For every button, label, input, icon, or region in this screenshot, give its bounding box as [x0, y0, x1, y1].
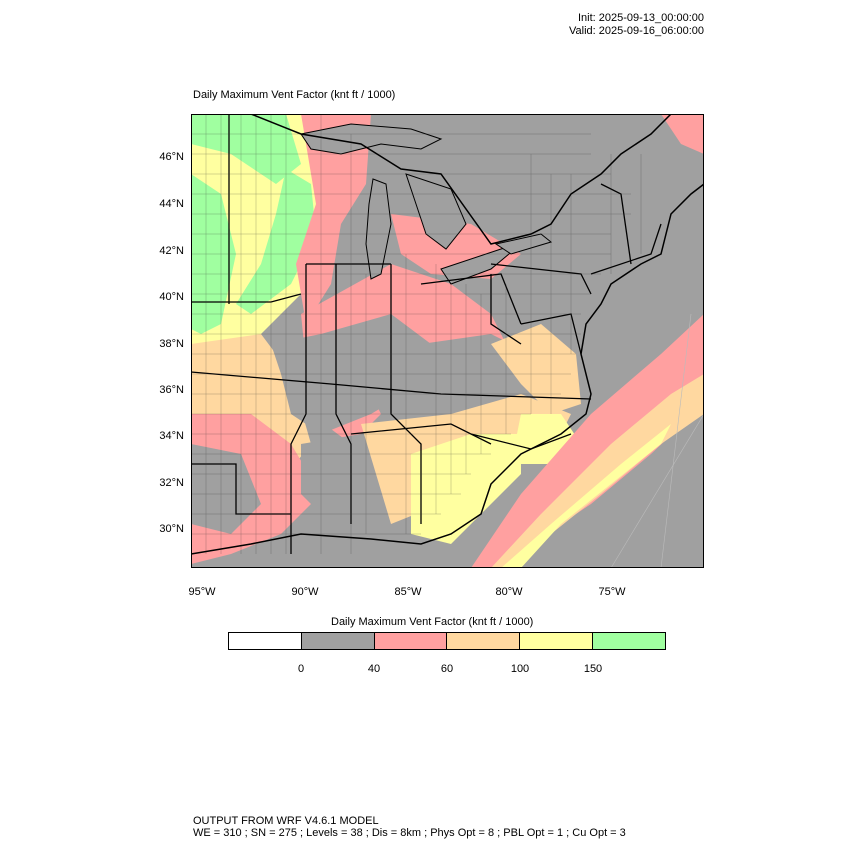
county-grid	[191, 114, 642, 554]
canada-border	[250, 114, 672, 245]
lat-label-30n: 30°N	[159, 523, 184, 535]
model-version: OUTPUT FROM WRF V4.6.1 MODEL	[193, 815, 379, 827]
lon-label-80w: 80°W	[495, 586, 523, 598]
lon-label-85w: 85°W	[394, 586, 422, 598]
coastline	[191, 183, 704, 555]
lat-label-42n: 42°N	[159, 245, 184, 257]
colorbar	[228, 632, 666, 650]
lon-label-90w: 90°W	[291, 586, 319, 598]
green-band-north	[191, 114, 301, 184]
ocean-red-east	[661, 114, 704, 154]
lat-label-32n: 32°N	[159, 477, 184, 489]
graticule	[610, 313, 704, 568]
run-info: Init: 2025-09-13_00:00:00 Valid: 2025-09…	[569, 12, 704, 38]
lat-label-40n: 40°N	[159, 291, 184, 303]
colorbar-box-orange	[447, 633, 521, 649]
colorbar-label-60: 60	[440, 663, 454, 675]
map-title: Daily Maximum Vent Factor (knt ft / 1000…	[193, 89, 396, 101]
lat-label-44n: 44°N	[159, 198, 184, 210]
lon-label-75w: 75°W	[598, 586, 626, 598]
orange-virginia	[491, 324, 581, 414]
gray-appalachia	[361, 334, 531, 434]
map-canvas	[191, 114, 704, 568]
colorbar-box-green	[593, 633, 665, 649]
colorbar-label-150: 150	[583, 663, 603, 675]
model-info: OUTPUT FROM WRF V4.6.1 MODEL WE = 310 ; …	[193, 815, 626, 839]
model-parameters: WE = 310 ; SN = 275 ; Levels = 38 ; Dis …	[193, 827, 626, 839]
vent-factor-map	[191, 114, 704, 568]
lat-label-46n: 46°N	[159, 151, 184, 163]
gray-south	[191, 444, 261, 534]
colorbar-title: Daily Maximum Vent Factor (knt ft / 1000…	[331, 616, 534, 628]
red-belt-midwest	[296, 114, 371, 324]
init-time: Init: 2025-09-13_00:00:00	[578, 12, 704, 24]
colorbar-box-red	[374, 633, 448, 649]
lat-label-34n: 34°N	[159, 430, 184, 442]
colorbar-label-40: 40	[367, 663, 381, 675]
yellow-southeast	[411, 434, 521, 544]
lat-label-38n: 38°N	[159, 338, 184, 350]
colorbar-box-gray	[301, 633, 375, 649]
colorbar-label-0: 0	[297, 663, 305, 675]
valid-time: Valid: 2025-09-16_06:00:00	[569, 25, 704, 37]
colorbar-box-yellow	[520, 633, 594, 649]
lat-label-36n: 36°N	[159, 384, 184, 396]
ocean-yellow-plume	[501, 424, 671, 568]
ocean-orange-plume	[491, 374, 704, 568]
ocean-red-plume	[471, 314, 704, 568]
colorbar-label-100: 100	[510, 663, 530, 675]
colorbar-box-white	[229, 633, 302, 649]
lon-label-95w: 95°W	[188, 586, 216, 598]
ocean-gray-south	[611, 474, 704, 568]
